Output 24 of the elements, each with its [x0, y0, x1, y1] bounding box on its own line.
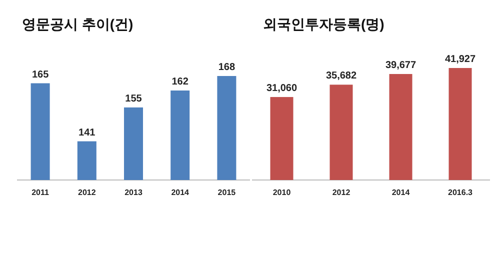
data-label: 141 — [78, 127, 96, 138]
x-tick-label: 2015 — [218, 188, 236, 197]
data-label: 168 — [218, 62, 236, 73]
x-tick-label: 2013 — [124, 188, 143, 197]
x-tick-label: 2016.3 — [448, 188, 474, 197]
chart-title: 영문공시 추이(건) — [22, 16, 134, 32]
data-label: 155 — [125, 93, 142, 104]
x-tick-label: 2014 — [171, 188, 190, 197]
data-label: 31,060 — [266, 83, 298, 94]
data-label: 39,677 — [385, 60, 416, 72]
x-tick-label: 2011 — [32, 188, 50, 197]
data-label: 165 — [32, 69, 50, 80]
bar — [330, 84, 353, 180]
x-tick-label: 2014 — [392, 188, 410, 197]
data-label: 41,927 — [444, 54, 476, 65]
chart-title: 외국인투자등록(명) — [263, 16, 384, 32]
bar — [448, 68, 472, 180]
bar — [389, 74, 412, 180]
bar — [270, 97, 294, 180]
x-tick-label: 2012 — [78, 188, 96, 197]
data-label: 162 — [172, 76, 189, 88]
x-tick-label: 2012 — [332, 188, 351, 197]
x-tick-label: 2010 — [272, 188, 292, 197]
data-label: 35,682 — [326, 70, 357, 82]
